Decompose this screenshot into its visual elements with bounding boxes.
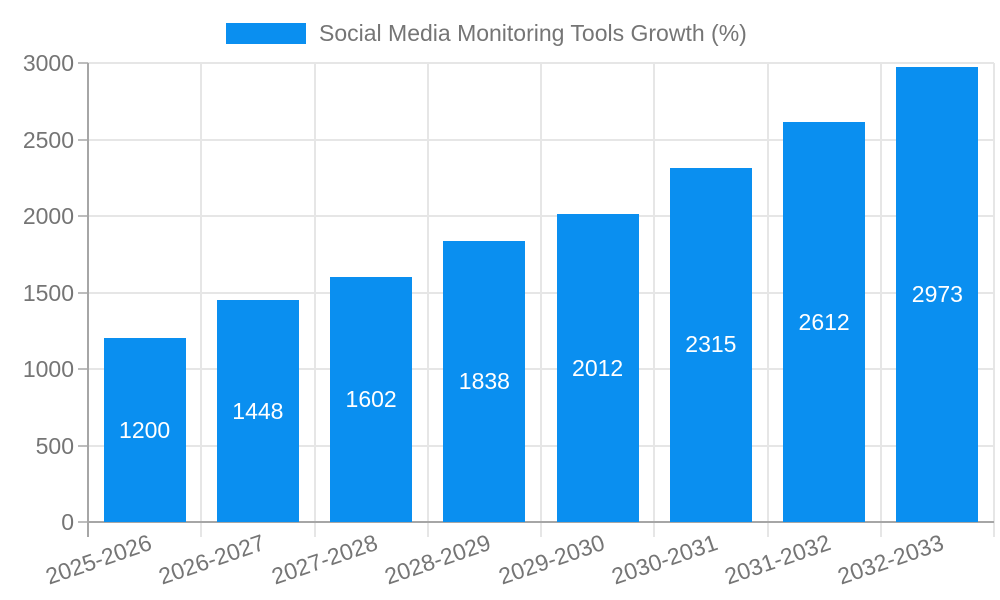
- bar-value-label: 1448: [232, 397, 284, 424]
- v-gridline: [313, 63, 316, 537]
- legend-label: Social Media Monitoring Tools Growth (%): [319, 20, 747, 46]
- bar[interactable]: 2973: [896, 67, 979, 522]
- y-axis-tick: [78, 291, 88, 294]
- v-gridline: [879, 63, 882, 537]
- v-gridline: [200, 63, 203, 537]
- bar[interactable]: 2012: [556, 214, 639, 522]
- x-axis-label: 2031-2032: [721, 529, 834, 590]
- y-axis-tick: [78, 521, 88, 523]
- v-gridline: [766, 63, 769, 537]
- x-axis-line: [87, 521, 994, 523]
- bar[interactable]: 1602: [330, 276, 413, 522]
- bar-value-label: 2315: [685, 331, 737, 358]
- y-axis-label: 1500: [22, 279, 74, 306]
- x-axis-label: 2028-2029: [381, 529, 495, 590]
- bar-value-label: 2973: [911, 281, 963, 308]
- v-gridline: [653, 63, 656, 537]
- bar[interactable]: 1448: [216, 300, 299, 522]
- y-axis-tick: [78, 138, 88, 141]
- y-axis-label: 2500: [22, 126, 74, 153]
- v-gridline: [993, 63, 995, 537]
- y-axis-label: 3000: [22, 50, 74, 76]
- x-axis-label: 2025-2026: [41, 529, 155, 590]
- y-axis-tick: [78, 62, 88, 64]
- x-axis-label: 2029-2030: [494, 529, 608, 590]
- legend[interactable]: Social Media Monitoring Tools Growth (%): [226, 20, 747, 47]
- bar[interactable]: 1200: [103, 338, 186, 522]
- y-axis-label: 0: [61, 509, 74, 535]
- y-axis-label: 1000: [22, 356, 74, 382]
- legend-swatch: [226, 23, 306, 44]
- bar-value-label: 1838: [458, 367, 510, 394]
- bar-value-label: 2612: [798, 308, 850, 335]
- x-axis-label: 2027-2028: [268, 529, 381, 590]
- x-axis-label: 2032-2033: [834, 529, 948, 590]
- bar[interactable]: 2612: [783, 122, 866, 522]
- x-axis-label: 2030-2031: [608, 529, 721, 590]
- v-gridline: [540, 63, 542, 537]
- bar[interactable]: 2315: [669, 167, 752, 522]
- y-axis-tick: [78, 368, 88, 370]
- y-axis-label: 2000: [22, 203, 74, 229]
- bar[interactable]: 1838: [443, 240, 526, 522]
- bar-value-label: 2012: [572, 354, 624, 381]
- x-axis-label: 2026-2027: [155, 529, 268, 590]
- y-axis-tick: [78, 444, 88, 447]
- v-gridline: [426, 63, 429, 537]
- y-axis-label: 500: [35, 432, 74, 459]
- bar-value-label: 1200: [119, 416, 171, 443]
- y-axis-line: [87, 63, 89, 537]
- bar-value-label: 1602: [345, 385, 397, 412]
- y-axis-tick: [78, 215, 88, 217]
